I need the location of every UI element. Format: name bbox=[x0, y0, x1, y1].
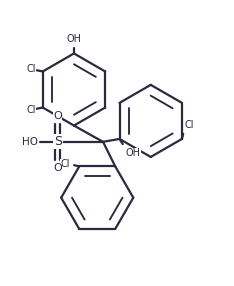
Text: S: S bbox=[54, 135, 62, 148]
Text: HO: HO bbox=[22, 137, 38, 147]
Text: Cl: Cl bbox=[26, 105, 36, 115]
Text: O: O bbox=[53, 111, 62, 121]
Text: Cl: Cl bbox=[184, 120, 194, 130]
Text: O: O bbox=[53, 163, 62, 173]
Text: Cl: Cl bbox=[60, 159, 70, 169]
Text: OH: OH bbox=[125, 148, 140, 158]
Text: OH: OH bbox=[66, 34, 81, 44]
Text: Cl: Cl bbox=[26, 64, 36, 74]
